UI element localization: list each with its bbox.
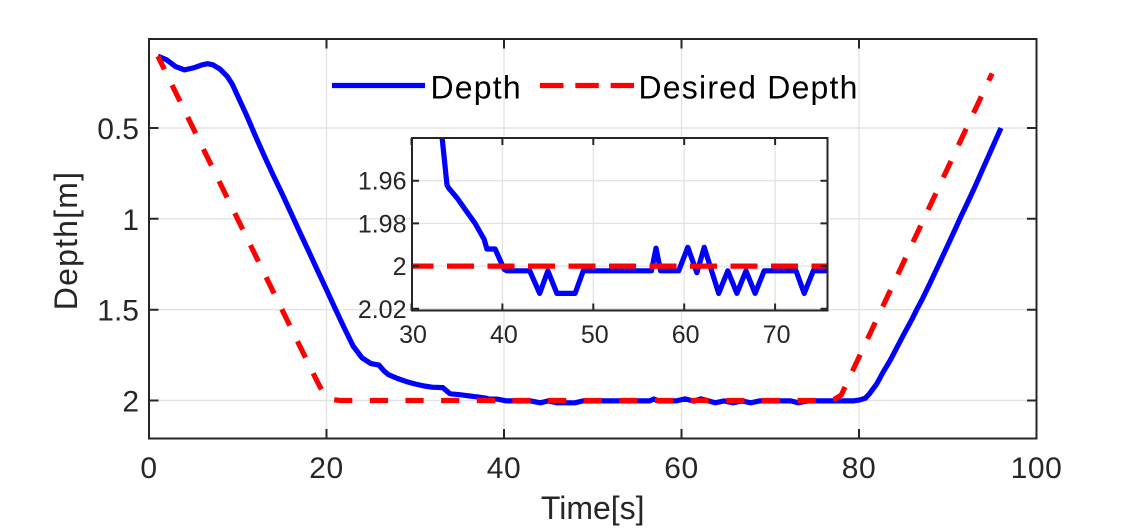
svg-text:100: 100 bbox=[1011, 452, 1063, 485]
svg-text:Time[s]: Time[s] bbox=[541, 490, 645, 526]
svg-text:20: 20 bbox=[309, 452, 344, 485]
svg-text:2.02: 2.02 bbox=[358, 296, 407, 324]
svg-text:Depth: Depth bbox=[431, 69, 522, 105]
svg-text:50: 50 bbox=[581, 321, 609, 349]
svg-text:2: 2 bbox=[122, 386, 139, 419]
svg-text:1.98: 1.98 bbox=[358, 210, 407, 238]
svg-text:1.5: 1.5 bbox=[97, 295, 139, 328]
svg-text:60: 60 bbox=[672, 321, 700, 349]
svg-text:40: 40 bbox=[490, 321, 518, 349]
svg-text:70: 70 bbox=[763, 321, 791, 349]
svg-text:80: 80 bbox=[842, 452, 877, 485]
svg-text:1.96: 1.96 bbox=[358, 168, 407, 196]
svg-text:1: 1 bbox=[122, 204, 139, 237]
svg-text:40: 40 bbox=[487, 452, 522, 485]
svg-text:Depth[m]: Depth[m] bbox=[48, 171, 84, 310]
svg-text:0: 0 bbox=[140, 452, 157, 485]
svg-text:60: 60 bbox=[664, 452, 699, 485]
svg-text:0.5: 0.5 bbox=[97, 113, 139, 146]
svg-text:2: 2 bbox=[393, 253, 407, 281]
svg-text:Desired Depth: Desired Depth bbox=[639, 69, 859, 105]
svg-text:30: 30 bbox=[399, 321, 427, 349]
